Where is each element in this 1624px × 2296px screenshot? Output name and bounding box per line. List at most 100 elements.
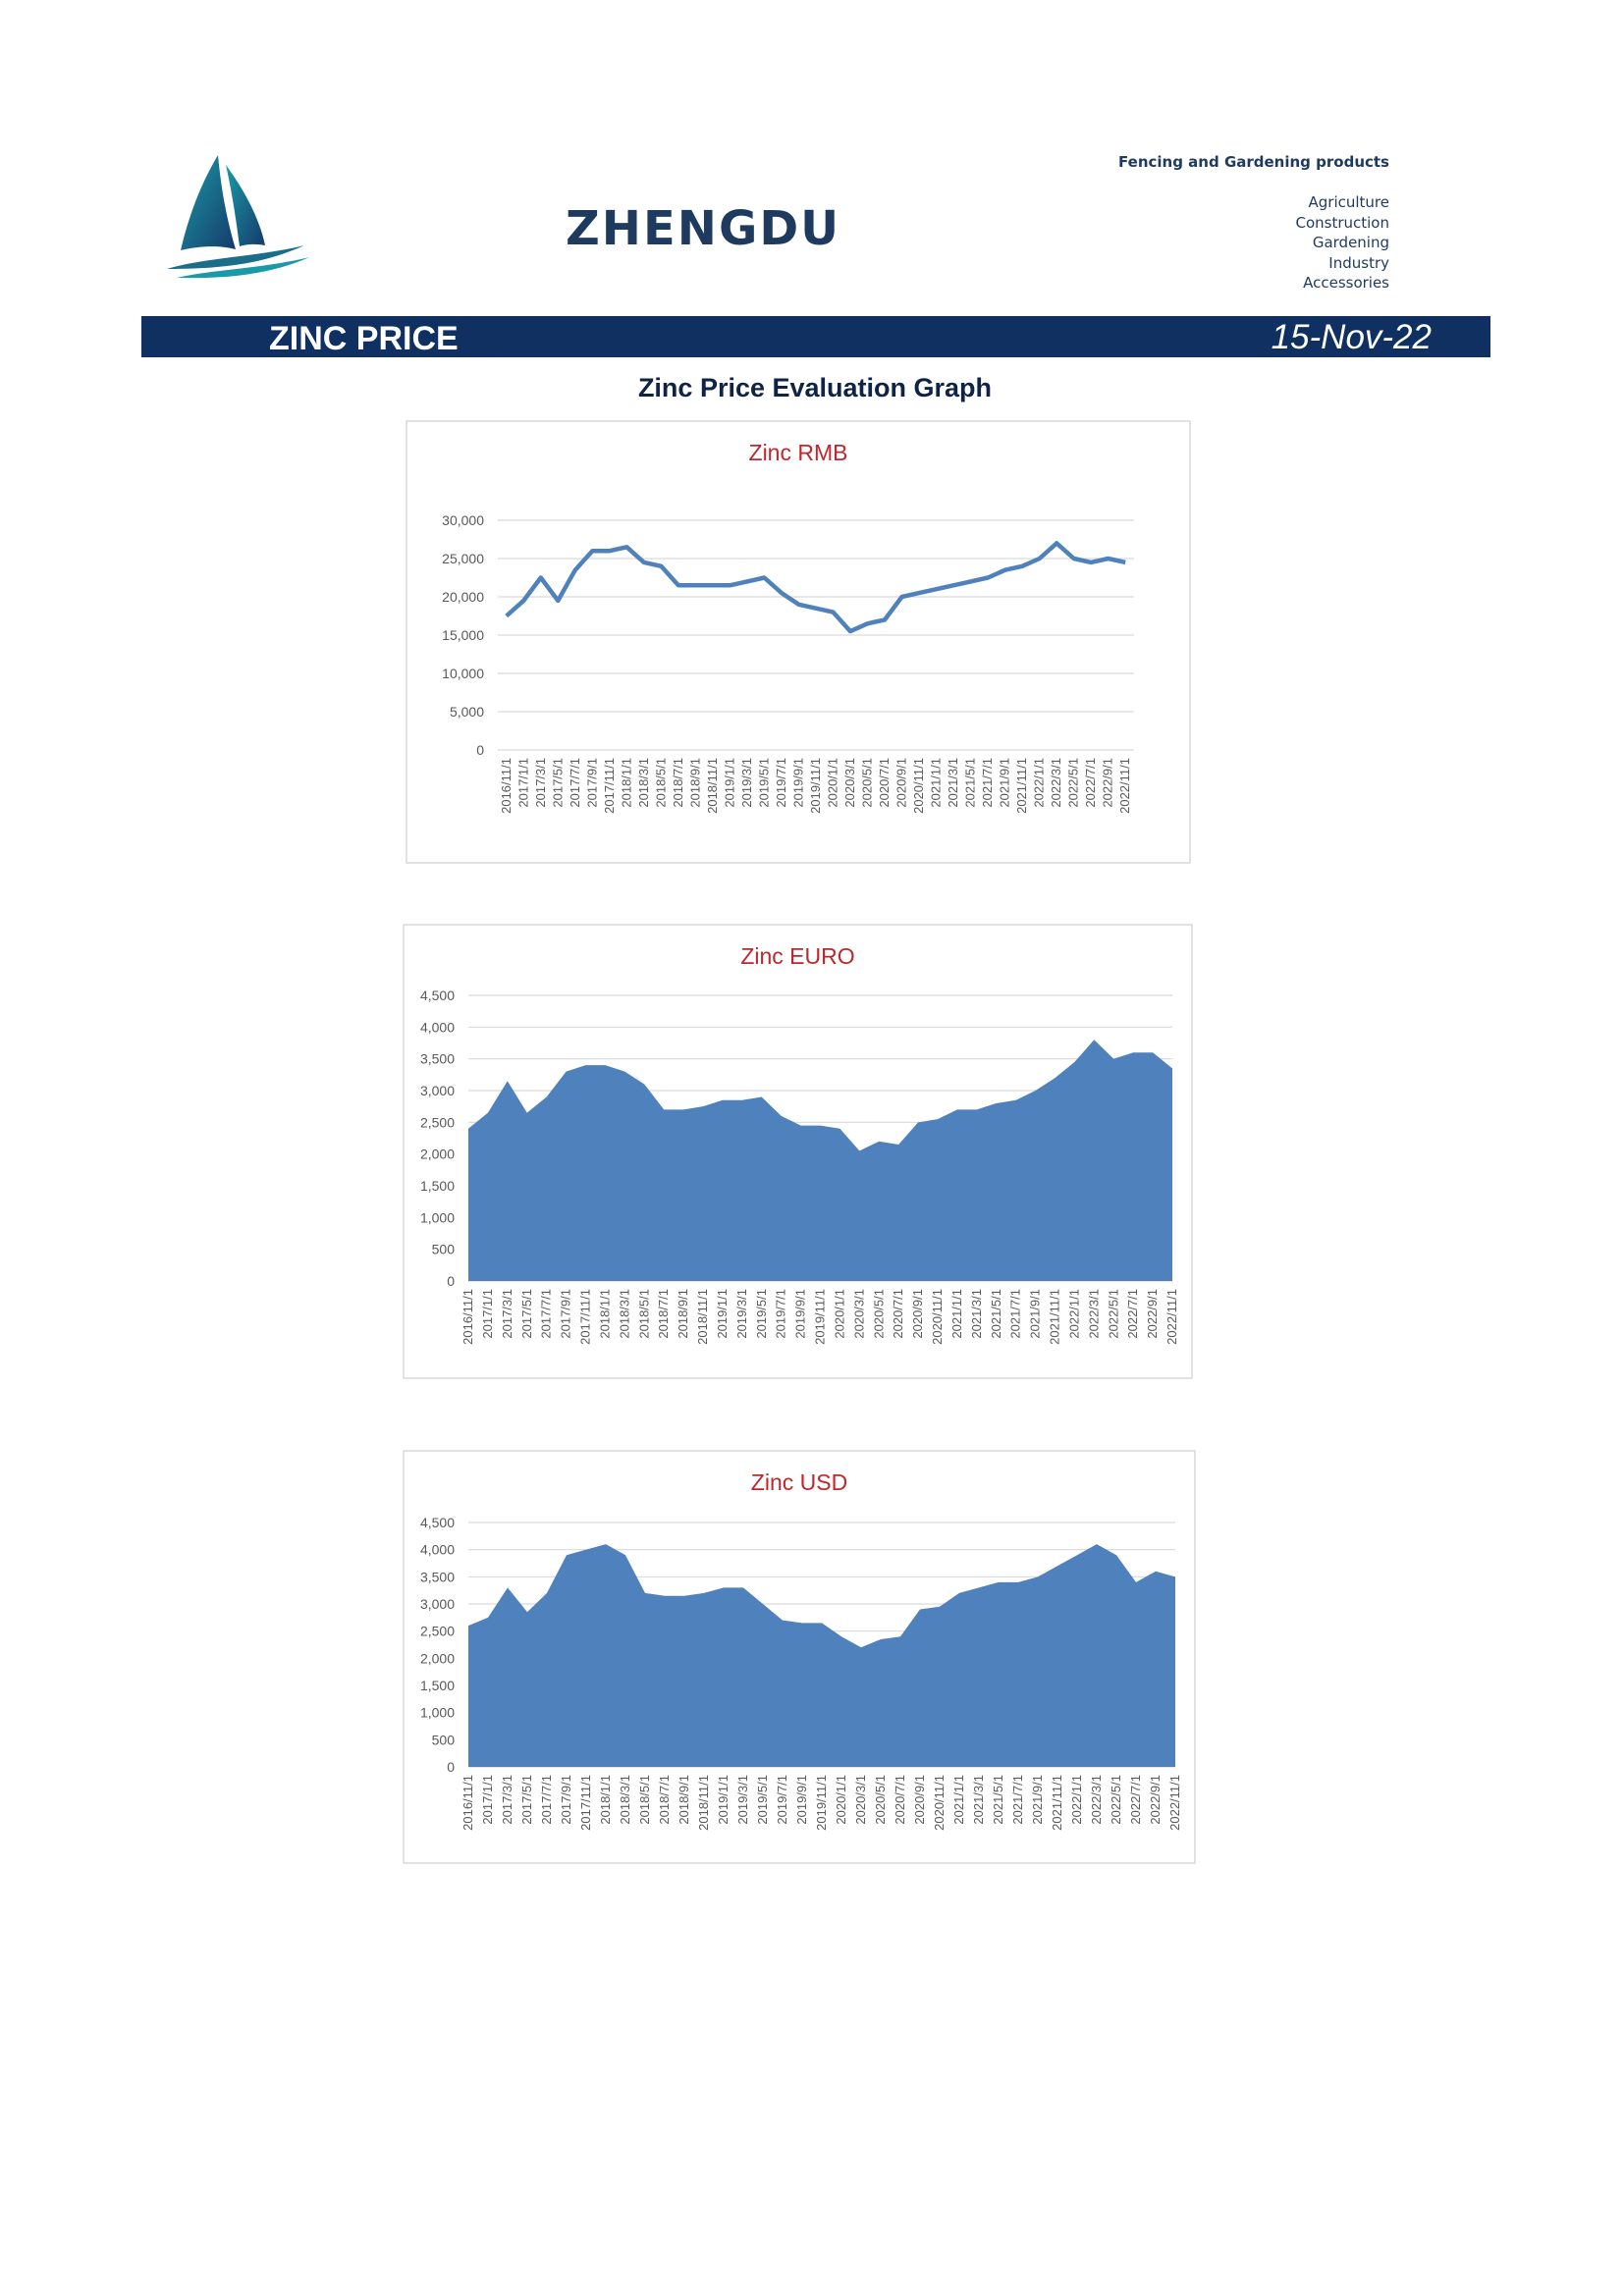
x-tick-label: 2018/7/1 — [671, 758, 685, 808]
x-tick-label: 2019/11/1 — [813, 1289, 828, 1345]
x-tick-label: 2017/9/1 — [559, 1775, 573, 1825]
x-tick-label: 2020/3/1 — [842, 758, 857, 808]
x-tick-label: 2018/7/1 — [656, 1289, 671, 1339]
x-tick-label: 2021/3/1 — [971, 1775, 986, 1825]
x-tick-label: 2017/11/1 — [578, 1289, 593, 1345]
x-tick-label: 2017/3/1 — [500, 1775, 514, 1825]
y-tick-label: 30,000 — [442, 512, 484, 528]
x-tick-label: 2017/9/1 — [584, 758, 599, 808]
x-tick-label: 2018/9/1 — [677, 1775, 691, 1825]
x-tick-label: 2019/5/1 — [754, 1289, 769, 1339]
x-tick-label: 2022/5/1 — [1106, 1289, 1120, 1339]
x-tick-label: 2021/1/1 — [929, 758, 944, 808]
x-tick-label: 2019/9/1 — [793, 1289, 808, 1339]
y-tick-label: 2,500 — [420, 1624, 455, 1639]
chart-title: Zinc USD — [751, 1469, 847, 1495]
x-tick-label: 2018/3/1 — [636, 758, 651, 808]
x-tick-label: 2017/5/1 — [550, 758, 565, 808]
x-tick-label: 2021/1/1 — [951, 1775, 966, 1825]
x-tick-label: 2021/1/1 — [949, 1289, 964, 1339]
x-tick-label: 2019/7/1 — [774, 758, 788, 808]
x-tick-label: 2021/5/1 — [991, 1775, 1005, 1825]
banner-title: ZINC PRICE — [269, 320, 459, 357]
x-tick-label: 2019/7/1 — [775, 1775, 789, 1825]
x-tick-label: 2021/7/1 — [1008, 1289, 1023, 1339]
x-tick-label: 2019/1/1 — [716, 1775, 731, 1825]
sector: Gardening — [1312, 234, 1389, 251]
x-tick-label: 2020/5/1 — [871, 1289, 886, 1339]
x-tick-label: 2019/3/1 — [739, 758, 754, 808]
x-tick-label: 2019/1/1 — [715, 1289, 730, 1339]
y-tick-label: 0 — [447, 1273, 455, 1289]
x-tick-label: 2021/11/1 — [1050, 1775, 1064, 1831]
x-tick-label: 2019/11/1 — [808, 758, 823, 814]
y-tick-label: 3,500 — [420, 1569, 455, 1584]
x-tick-label: 2020/5/1 — [873, 1775, 888, 1825]
y-tick-label: 3,000 — [420, 1596, 455, 1612]
x-tick-label: 2017/7/1 — [539, 1775, 554, 1825]
x-tick-label: 2018/5/1 — [637, 1775, 652, 1825]
x-tick-label: 2021/5/1 — [989, 1289, 1003, 1339]
x-tick-label: 2022/5/1 — [1109, 1775, 1123, 1825]
x-tick-label: 2022/9/1 — [1145, 1289, 1160, 1339]
x-tick-label: 2020/7/1 — [877, 758, 892, 808]
x-tick-label: 2022/11/1 — [1117, 758, 1132, 814]
x-tick-label: 2021/11/1 — [1048, 1289, 1062, 1345]
x-tick-label: 2020/1/1 — [826, 758, 840, 808]
y-tick-label: 500 — [432, 1732, 456, 1747]
x-tick-label: 2017/5/1 — [519, 1289, 534, 1339]
x-tick-label: 2020/9/1 — [910, 1289, 925, 1339]
x-tick-label: 2018/1/1 — [619, 758, 633, 808]
x-tick-label: 2022/3/1 — [1086, 1289, 1101, 1339]
line — [505, 541, 1126, 634]
x-tick-label: 2018/1/1 — [597, 1289, 612, 1339]
y-tick-label: 5,000 — [450, 704, 484, 720]
heading: Zinc Price Evaluation Graph — [637, 373, 993, 402]
area — [468, 1544, 1175, 1767]
x-tick-label: 2018/3/1 — [617, 1289, 631, 1339]
x-tick-label: 2022/1/1 — [1066, 1289, 1081, 1339]
x-tick-label: 2021/3/1 — [946, 758, 960, 808]
x-tick-label: 2019/7/1 — [774, 1289, 788, 1339]
x-tick-label: 2018/9/1 — [687, 758, 702, 808]
x-tick-label: 2020/7/1 — [891, 1289, 905, 1339]
x-tick-label: 2019/9/1 — [790, 758, 805, 808]
x-tick-label: 2018/3/1 — [618, 1775, 632, 1825]
x-tick-label: 2018/5/1 — [636, 1289, 651, 1339]
x-tick-label: 2017/5/1 — [519, 1775, 534, 1825]
y-tick-label: 10,000 — [442, 666, 484, 681]
y-tick-label: 4,500 — [420, 988, 455, 1003]
x-tick-label: 2020/11/1 — [911, 758, 926, 814]
x-tick-label: 2020/5/1 — [860, 758, 875, 808]
y-tick-label: 15,000 — [442, 627, 484, 643]
x-tick-label: 2016/11/1 — [460, 1289, 475, 1345]
chart-frame — [406, 420, 1191, 864]
x-tick-label: 2019/3/1 — [734, 1289, 749, 1339]
y-tick-label: 20,000 — [442, 589, 484, 605]
chart-title: Zinc EURO — [740, 943, 854, 969]
sector: Accessories — [1303, 274, 1389, 292]
x-tick-label: 2021/9/1 — [1028, 1289, 1043, 1339]
x-tick-label: 2022/3/1 — [1049, 758, 1063, 808]
x-tick-label: 2019/1/1 — [722, 758, 736, 808]
x-tick-label: 2021/7/1 — [980, 758, 995, 808]
x-tick-label: 2022/9/1 — [1148, 1775, 1163, 1825]
x-tick-label: 2021/5/1 — [963, 758, 978, 808]
x-tick-label: 2022/3/1 — [1089, 1775, 1104, 1825]
x-tick-label: 2022/7/1 — [1128, 1775, 1143, 1825]
x-tick-label: 2020/9/1 — [912, 1775, 927, 1825]
x-tick-label: 2018/7/1 — [657, 1775, 672, 1825]
x-tick-label: 2020/9/1 — [894, 758, 909, 808]
area — [468, 1040, 1172, 1281]
x-tick-label: 2017/1/1 — [480, 1289, 495, 1339]
y-tick-label: 1,000 — [420, 1209, 455, 1225]
y-tick-label: 2,000 — [420, 1650, 455, 1666]
x-tick-label: 2021/9/1 — [1030, 1775, 1045, 1825]
banner: ZINC PRICE 15-Nov-22 — [141, 316, 1490, 357]
x-tick-label: 2022/7/1 — [1125, 1289, 1140, 1339]
x-tick-label: 2018/11/1 — [695, 1289, 710, 1345]
sector: Agriculture — [1308, 193, 1390, 211]
x-tick-label: 2021/7/1 — [1010, 1775, 1025, 1825]
x-tick-label: 2018/1/1 — [598, 1775, 613, 1825]
x-tick-label: 2020/3/1 — [853, 1775, 868, 1825]
